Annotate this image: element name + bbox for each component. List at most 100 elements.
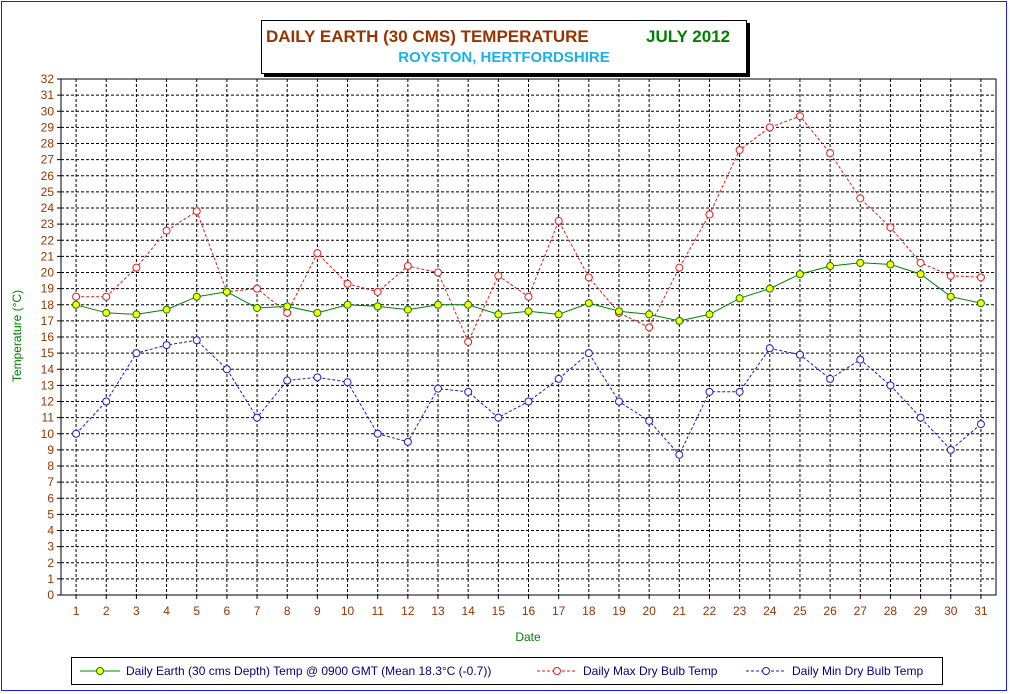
x-tick-label: 23 bbox=[733, 604, 747, 618]
plot-area-border bbox=[60, 78, 997, 596]
x-tick-label: 9 bbox=[314, 604, 321, 618]
data-point-max bbox=[916, 258, 925, 267]
data-point-earth bbox=[313, 308, 322, 317]
chart-title-month: JULY 2012 bbox=[646, 27, 731, 46]
y-tick-label: 11 bbox=[42, 411, 55, 425]
data-point-max bbox=[826, 149, 835, 158]
y-tick-label: 22 bbox=[41, 233, 55, 247]
data-point-earth bbox=[434, 300, 443, 309]
data-point-min bbox=[705, 387, 714, 396]
data-point-max bbox=[343, 279, 352, 288]
x-tick-label: 15 bbox=[492, 604, 506, 618]
y-tick-label: 25 bbox=[41, 185, 55, 199]
data-point-min bbox=[524, 397, 533, 406]
y-tick-label: 6 bbox=[47, 491, 54, 505]
data-point-earth bbox=[283, 302, 292, 311]
x-tick-label: 24 bbox=[763, 604, 777, 618]
data-point-max bbox=[584, 273, 593, 282]
data-point-max bbox=[886, 223, 895, 232]
axes bbox=[57, 78, 997, 599]
x-tick-label: 29 bbox=[914, 604, 928, 618]
data-point-min bbox=[795, 350, 804, 359]
x-tick-label: 31 bbox=[974, 604, 988, 618]
y-tick-label: 18 bbox=[41, 298, 55, 312]
y-tick-label: 21 bbox=[41, 249, 55, 263]
data-point-max bbox=[675, 263, 684, 272]
y-tick-label: 23 bbox=[41, 217, 55, 231]
y-tick-label: 31 bbox=[41, 88, 55, 102]
data-point-max bbox=[946, 271, 955, 280]
legend-swatch-max bbox=[537, 667, 577, 675]
legend-swatch-earth bbox=[80, 667, 120, 675]
data-point-earth bbox=[856, 258, 865, 267]
data-point-min bbox=[192, 336, 201, 345]
data-point-max bbox=[434, 268, 443, 277]
data-point-earth bbox=[976, 299, 985, 308]
y-tick-label: 13 bbox=[41, 378, 55, 392]
grid-lines bbox=[61, 79, 996, 595]
data-point-min bbox=[403, 437, 412, 446]
data-point-earth bbox=[614, 307, 623, 316]
data-point-max bbox=[162, 226, 171, 235]
y-tick-label: 19 bbox=[41, 282, 55, 296]
legend-item-max: Daily Max Dry Bulb Temp bbox=[535, 658, 717, 684]
x-tick-label: 20 bbox=[642, 604, 656, 618]
data-point-max bbox=[976, 273, 985, 282]
data-point-earth bbox=[494, 310, 503, 319]
x-tick-label: 13 bbox=[431, 604, 445, 618]
legend: Daily Earth (30 cms Depth) Temp @ 0900 G… bbox=[71, 657, 943, 685]
data-point-min bbox=[976, 420, 985, 429]
data-point-earth bbox=[222, 287, 231, 296]
data-point-max bbox=[765, 123, 774, 132]
data-point-earth bbox=[253, 303, 262, 312]
x-tick-label: 4 bbox=[163, 604, 170, 618]
data-point-earth bbox=[886, 260, 895, 269]
series-earth bbox=[72, 258, 985, 325]
data-point-max bbox=[313, 249, 322, 258]
data-point-min bbox=[554, 374, 563, 383]
data-point-earth bbox=[826, 262, 835, 271]
y-tick-label: 3 bbox=[47, 540, 54, 554]
data-point-earth bbox=[795, 270, 804, 279]
y-axis-label: Temperature (°C) bbox=[10, 290, 24, 382]
y-tick-label: 8 bbox=[47, 459, 54, 473]
data-point-earth bbox=[343, 300, 352, 309]
data-point-min bbox=[373, 429, 382, 438]
data-point-earth bbox=[916, 270, 925, 279]
legend-label-earth: Daily Earth (30 cms Depth) Temp @ 0900 G… bbox=[126, 664, 492, 678]
y-tick-label: 17 bbox=[41, 314, 55, 328]
legend-item-min: Daily Min Dry Bulb Temp bbox=[744, 658, 923, 684]
data-point-max bbox=[795, 112, 804, 121]
y-tick-label: 30 bbox=[41, 104, 55, 118]
data-point-max bbox=[132, 263, 141, 272]
legend-label-max: Daily Max Dry Bulb Temp bbox=[583, 664, 718, 678]
y-tick-label: 14 bbox=[41, 362, 55, 376]
data-point-earth bbox=[192, 292, 201, 301]
x-tick-label: 17 bbox=[552, 604, 566, 618]
data-point-max bbox=[373, 287, 382, 296]
data-point-min bbox=[283, 376, 292, 385]
x-tick-labels: 1 2 3 4 5 6 7 8 9 10 11 12 13 14 15 16 17 18 19 20 21 22 23 24 2… bbox=[73, 604, 988, 618]
x-tick-label: 21 bbox=[673, 604, 687, 618]
x-tick-label: 3 bbox=[133, 604, 140, 618]
data-point-min bbox=[856, 355, 865, 364]
y-tick-label: 1 bbox=[47, 572, 54, 586]
data-point-max bbox=[403, 262, 412, 271]
x-tick-label: 27 bbox=[854, 604, 868, 618]
data-point-min bbox=[253, 413, 262, 422]
data-point-min bbox=[494, 413, 503, 422]
x-tick-label: 30 bbox=[944, 604, 958, 618]
data-point-min bbox=[675, 450, 684, 459]
x-tick-label: 6 bbox=[224, 604, 231, 618]
y-tick-label: 29 bbox=[41, 120, 55, 134]
data-point-min bbox=[434, 384, 443, 393]
data-point-max bbox=[735, 145, 744, 154]
y-tick-label: 0 bbox=[47, 588, 54, 602]
x-tick-label: 2 bbox=[103, 604, 110, 618]
data-point-max bbox=[705, 210, 714, 219]
x-tick-label: 7 bbox=[254, 604, 261, 618]
data-point-min bbox=[313, 373, 322, 382]
data-point-earth bbox=[162, 305, 171, 314]
x-tick-label: 12 bbox=[401, 604, 415, 618]
y-tick-label: 16 bbox=[41, 330, 55, 344]
